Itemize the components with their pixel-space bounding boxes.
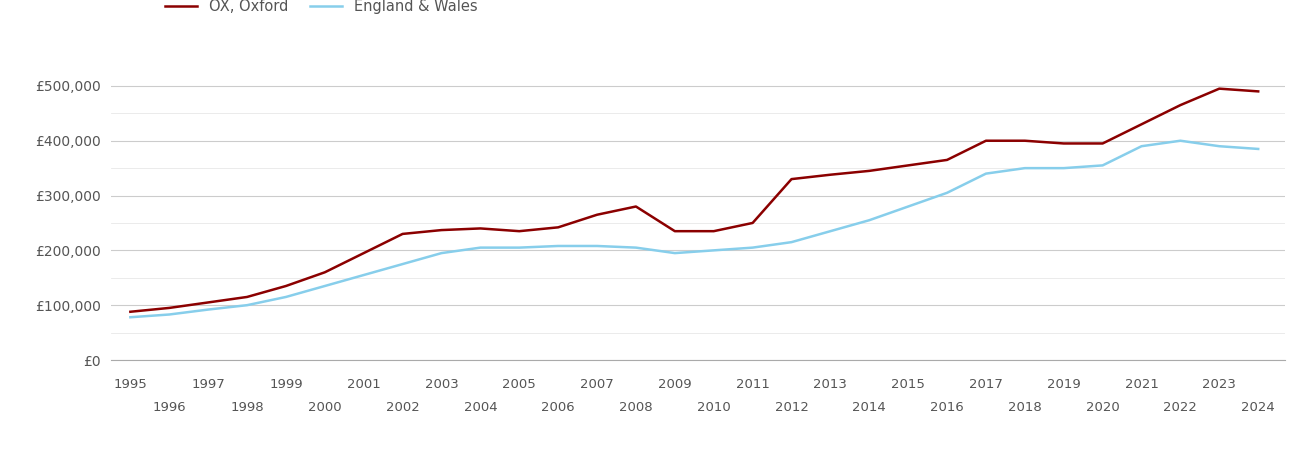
OX, Oxford (745, 220, 761, 225)
OX, Oxford (784, 176, 800, 182)
OX, Oxford (395, 231, 411, 237)
OX, Oxford (1134, 122, 1150, 127)
England & Wales (745, 245, 761, 250)
Text: 1997: 1997 (192, 378, 224, 391)
OX, Oxford (472, 226, 488, 231)
England & Wales (1173, 138, 1189, 144)
England & Wales (1017, 166, 1032, 171)
England & Wales (940, 190, 955, 195)
England & Wales (317, 284, 333, 289)
England & Wales (395, 261, 411, 267)
OX, Oxford (900, 163, 916, 168)
Text: 2012: 2012 (775, 400, 809, 414)
Text: 2020: 2020 (1086, 400, 1120, 414)
Text: 2011: 2011 (736, 378, 770, 391)
England & Wales (822, 229, 838, 234)
Text: 2004: 2004 (463, 400, 497, 414)
OX, Oxford (822, 172, 838, 177)
England & Wales (590, 243, 606, 249)
OX, Oxford (512, 229, 527, 234)
OX, Oxford (162, 305, 177, 310)
Text: 2003: 2003 (424, 378, 458, 391)
England & Wales (1250, 146, 1266, 152)
Legend: OX, Oxford, England & Wales: OX, Oxford, England & Wales (166, 0, 478, 14)
Text: 2000: 2000 (308, 400, 342, 414)
England & Wales (1211, 144, 1227, 149)
England & Wales (861, 217, 877, 223)
England & Wales (979, 171, 994, 176)
Line: England & Wales: England & Wales (130, 141, 1258, 317)
OX, Oxford (433, 227, 449, 233)
England & Wales (512, 245, 527, 250)
OX, Oxford (1056, 141, 1071, 146)
OX, Oxford (551, 225, 566, 230)
England & Wales (162, 312, 177, 317)
Line: OX, Oxford: OX, Oxford (130, 89, 1258, 312)
England & Wales (1134, 144, 1150, 149)
OX, Oxford (861, 168, 877, 174)
England & Wales (628, 245, 643, 250)
OX, Oxford (940, 157, 955, 162)
Text: 2023: 2023 (1202, 378, 1236, 391)
Text: 1999: 1999 (269, 378, 303, 391)
Text: 2006: 2006 (542, 400, 576, 414)
England & Wales (356, 272, 372, 278)
OX, Oxford (1017, 138, 1032, 144)
OX, Oxford (201, 300, 217, 305)
OX, Oxford (356, 250, 372, 256)
OX, Oxford (1095, 141, 1111, 146)
England & Wales (900, 204, 916, 209)
Text: 2010: 2010 (697, 400, 731, 414)
OX, Oxford (1211, 86, 1227, 91)
Text: 2001: 2001 (347, 378, 381, 391)
OX, Oxford (590, 212, 606, 217)
Text: 2016: 2016 (930, 400, 964, 414)
OX, Oxford (278, 284, 294, 289)
OX, Oxford (667, 229, 683, 234)
England & Wales (472, 245, 488, 250)
OX, Oxford (979, 138, 994, 144)
Text: 2009: 2009 (658, 378, 692, 391)
Text: 2024: 2024 (1241, 400, 1275, 414)
Text: 2007: 2007 (581, 378, 613, 391)
England & Wales (239, 302, 254, 308)
Text: 2013: 2013 (813, 378, 847, 391)
OX, Oxford (1250, 89, 1266, 94)
OX, Oxford (628, 204, 643, 209)
Text: 2022: 2022 (1164, 400, 1198, 414)
Text: 1995: 1995 (114, 378, 147, 391)
England & Wales (784, 239, 800, 245)
England & Wales (433, 250, 449, 256)
OX, Oxford (317, 270, 333, 275)
Text: 2002: 2002 (386, 400, 419, 414)
England & Wales (201, 307, 217, 312)
Text: 2021: 2021 (1125, 378, 1159, 391)
Text: 2018: 2018 (1007, 400, 1041, 414)
England & Wales (278, 294, 294, 300)
Text: 2019: 2019 (1047, 378, 1081, 391)
Text: 1998: 1998 (230, 400, 264, 414)
Text: 2014: 2014 (852, 400, 886, 414)
Text: 2008: 2008 (619, 400, 652, 414)
Text: 2017: 2017 (970, 378, 1004, 391)
OX, Oxford (706, 229, 722, 234)
Text: 1996: 1996 (153, 400, 187, 414)
England & Wales (706, 248, 722, 253)
England & Wales (1056, 166, 1071, 171)
OX, Oxford (239, 294, 254, 300)
Text: 2015: 2015 (891, 378, 925, 391)
OX, Oxford (1173, 103, 1189, 108)
England & Wales (1095, 163, 1111, 168)
England & Wales (551, 243, 566, 249)
Text: 2005: 2005 (502, 378, 536, 391)
OX, Oxford (123, 309, 138, 315)
England & Wales (667, 250, 683, 256)
England & Wales (123, 315, 138, 320)
